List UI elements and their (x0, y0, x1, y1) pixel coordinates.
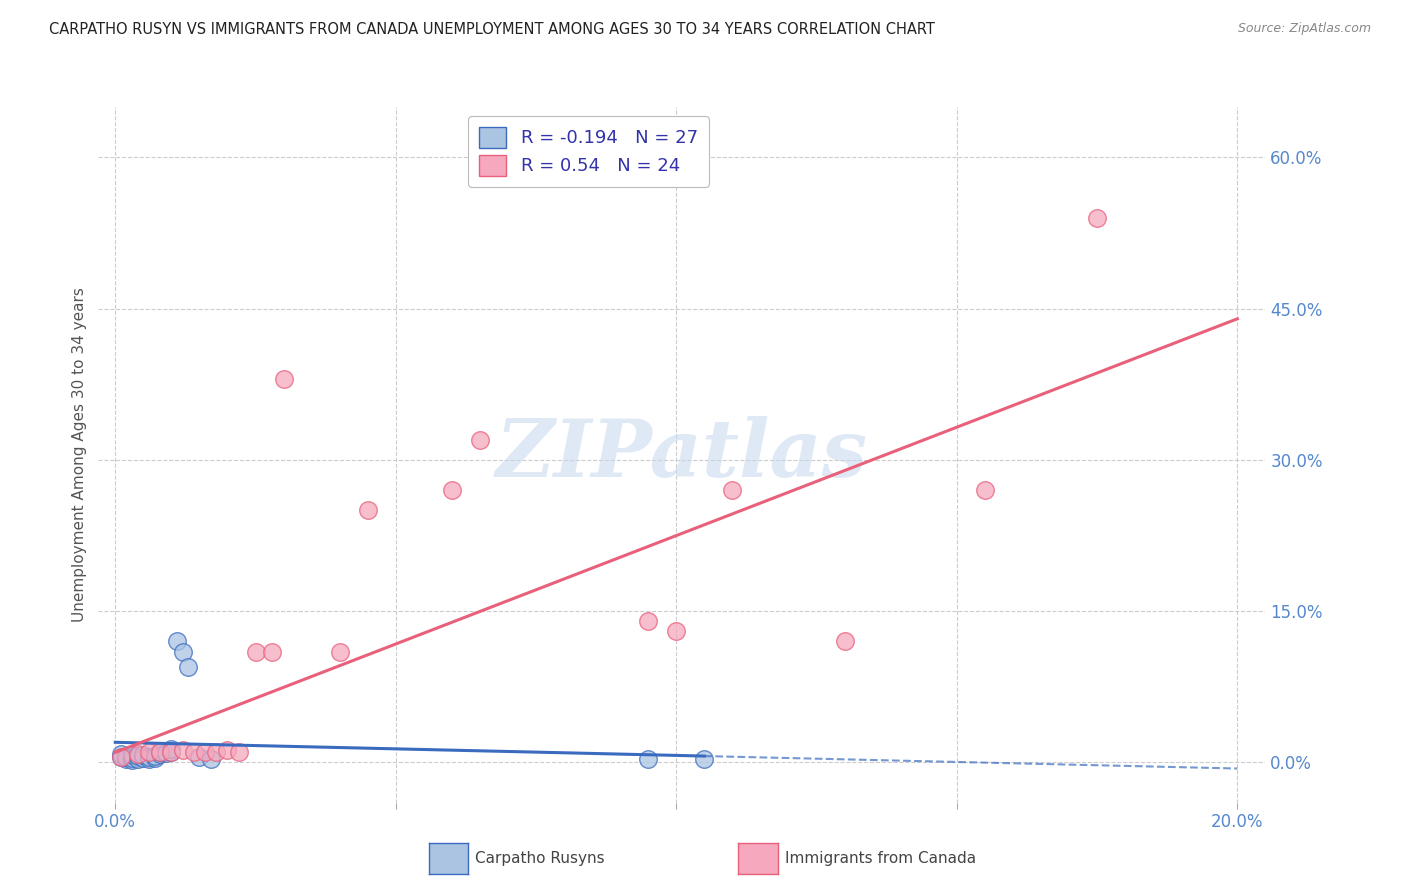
Point (115, 752, 138, 766)
Text: ZIPatlas: ZIPatlas (496, 417, 868, 493)
Point (110, 750, 132, 764)
Point (200, 752, 222, 766)
Point (205, 745, 228, 759)
Point (127, 747, 149, 762)
Point (143, 751, 166, 765)
Point (138, 752, 160, 766)
Point (188, 750, 211, 764)
Point (149, 745, 172, 759)
Point (121, 748, 143, 763)
Point (217, 743, 239, 757)
Point (166, 634, 188, 648)
Point (149, 747, 172, 762)
Point (138, 745, 160, 759)
Point (665, 624, 688, 639)
Point (194, 745, 217, 759)
Point (973, 483, 995, 498)
Text: Immigrants from Canada: Immigrants from Canada (785, 852, 976, 866)
Point (138, 750, 160, 764)
Point (121, 751, 143, 765)
Point (132, 751, 155, 765)
Text: CARPATHO RUSYN VS IMMIGRANTS FROM CANADA UNEMPLOYMENT AMONG AGES 30 TO 34 YEARS : CARPATHO RUSYN VS IMMIGRANTS FROM CANADA… (49, 22, 935, 37)
Point (693, 752, 716, 766)
Point (262, 644, 284, 658)
Point (721, 483, 744, 498)
Point (160, 745, 183, 759)
Point (110, 750, 132, 764)
Point (637, 752, 659, 766)
Point (155, 747, 177, 761)
Point (121, 754, 143, 768)
Legend: R = -0.194   N = 27, R = 0.54   N = 24: R = -0.194 N = 27, R = 0.54 N = 24 (468, 116, 709, 186)
Point (440, 483, 463, 498)
Point (127, 752, 149, 766)
Point (834, 634, 856, 648)
Text: Source: ZipAtlas.com: Source: ZipAtlas.com (1237, 22, 1371, 36)
Point (160, 745, 183, 759)
Point (110, 747, 132, 762)
Point (329, 644, 352, 658)
Point (357, 503, 380, 517)
Point (183, 745, 205, 759)
Point (143, 749, 166, 764)
Point (132, 748, 155, 763)
Point (160, 742, 183, 756)
Point (115, 750, 138, 764)
Text: Carpatho Rusyns: Carpatho Rusyns (475, 852, 605, 866)
Point (127, 749, 149, 764)
Point (637, 615, 659, 629)
Point (468, 433, 491, 447)
Point (1085, 211, 1108, 225)
Point (245, 644, 267, 658)
Point (273, 372, 295, 386)
Point (172, 743, 194, 757)
Y-axis label: Unemployment Among Ages 30 to 34 years: Unemployment Among Ages 30 to 34 years (72, 287, 87, 623)
Point (177, 659, 200, 673)
Point (149, 745, 172, 759)
Point (172, 644, 194, 658)
Point (228, 745, 250, 759)
